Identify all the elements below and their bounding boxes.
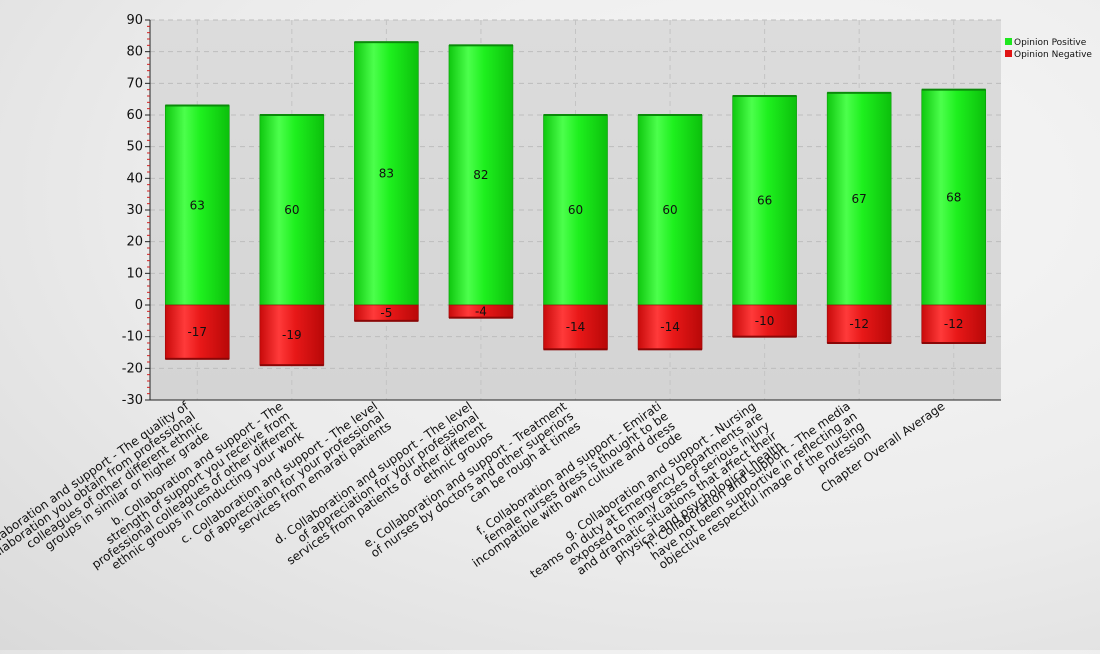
bar-negative <box>921 304 987 344</box>
data-label-positive: 68 <box>946 190 961 204</box>
legend-swatch <box>1005 38 1012 45</box>
bar-negative-cap <box>543 348 608 351</box>
bar-negative-cap <box>732 335 797 338</box>
y-tick-label: -30 <box>122 393 143 408</box>
bar-positive-cap <box>448 44 513 47</box>
data-label-negative: -4 <box>475 304 487 318</box>
bar-positive <box>448 45 514 306</box>
bar-positive-cap <box>354 41 419 44</box>
y-tick-label: 70 <box>126 76 143 91</box>
bar-positive <box>921 89 987 306</box>
bar-negative <box>732 304 797 337</box>
data-label-negative: -12 <box>944 317 964 331</box>
data-label-negative: -5 <box>380 306 392 320</box>
bar-positive-cap <box>732 95 797 97</box>
bar-negative <box>164 304 230 360</box>
data-label-positive: 83 <box>379 167 394 181</box>
bar-positive <box>259 114 325 306</box>
y-tick-label: 90 <box>126 13 143 28</box>
data-label-positive: 60 <box>568 203 583 217</box>
data-label-negative: -14 <box>660 320 680 334</box>
bar-positive-cap <box>165 104 230 107</box>
bar-negative-cap <box>259 364 324 367</box>
data-label-positive: 63 <box>190 198 205 212</box>
y-tick-label: -10 <box>122 330 143 345</box>
data-label-positive: 82 <box>473 168 488 182</box>
data-label-negative: -10 <box>755 314 775 328</box>
legend: Opinion Positive Opinion Negative <box>1005 38 1092 60</box>
y-tick-label: 10 <box>126 266 143 281</box>
legend-swatch <box>1005 50 1012 57</box>
legend-label: Opinion Negative <box>1014 50 1092 60</box>
bar-negative-cap <box>638 348 703 351</box>
data-label-negative: -12 <box>849 317 869 331</box>
bar-negative-cap <box>921 342 986 344</box>
bar-negative-cap <box>448 316 513 319</box>
bar-positive-cap <box>259 114 324 116</box>
y-tick-label: 0 <box>135 298 143 313</box>
bar-positive-cap <box>827 91 892 94</box>
bar-positive <box>354 41 419 306</box>
y-tick-label: 20 <box>126 235 143 250</box>
y-tick-label: -20 <box>122 361 143 376</box>
data-label-negative: -19 <box>282 328 302 342</box>
data-label-negative: -17 <box>187 325 207 339</box>
y-tick-label: 50 <box>126 140 143 155</box>
bar-negative-cap <box>354 319 419 322</box>
y-tick-label: 80 <box>126 45 143 60</box>
data-label-positive: 60 <box>284 203 299 217</box>
y-tick-label: 40 <box>126 171 143 186</box>
bar-positive-cap <box>543 114 608 116</box>
data-label-positive: 60 <box>662 203 677 217</box>
data-label-negative: -14 <box>566 320 586 334</box>
y-tick-label: 30 <box>126 203 143 218</box>
bar-negative <box>637 304 703 350</box>
bar-positive-cap <box>921 88 986 91</box>
bar-negative-cap <box>165 357 230 360</box>
data-label-positive: 67 <box>852 192 867 206</box>
bar-negative <box>826 304 892 344</box>
bar-negative <box>259 304 325 366</box>
bar-positive <box>543 114 608 306</box>
bar-positive <box>164 105 230 306</box>
bar-positive-cap <box>638 114 703 116</box>
bar-positive <box>732 95 797 306</box>
y-tick-label: 60 <box>126 108 143 123</box>
data-label-positive: 66 <box>757 194 772 208</box>
bar-negative-cap <box>827 342 892 344</box>
legend-label: Opinion Positive <box>1014 38 1087 48</box>
